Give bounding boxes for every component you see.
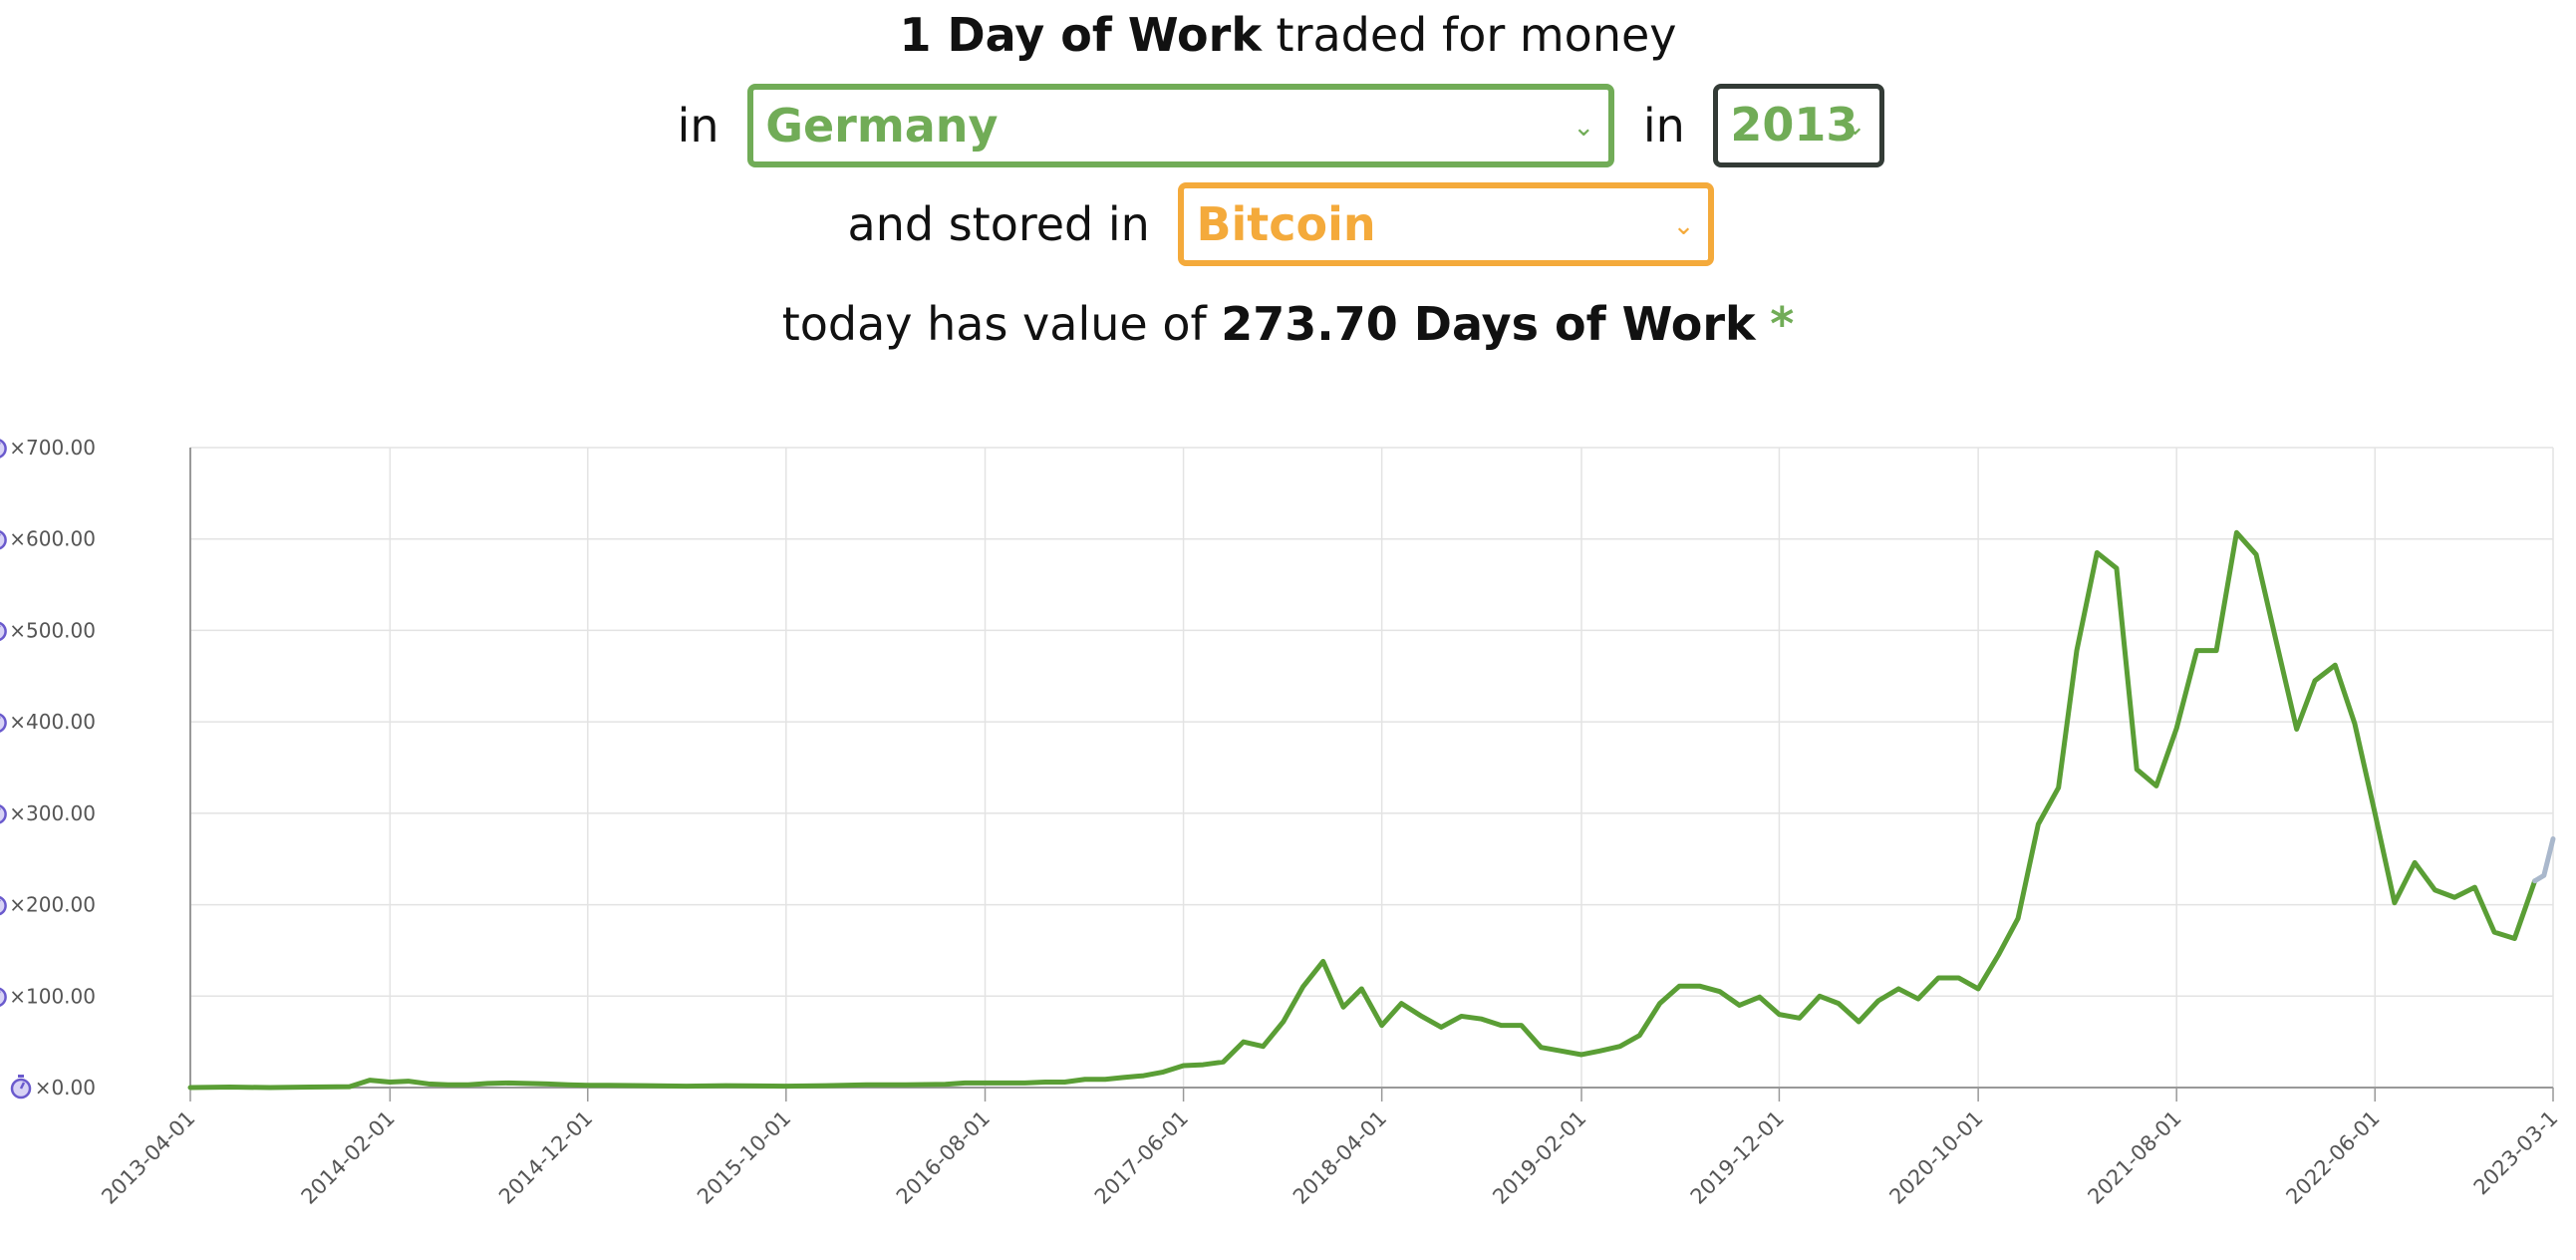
chevron-down-icon: ⌄ [1573, 113, 1595, 143]
year-select[interactable]: 2013 ⌄ [1713, 84, 1885, 167]
chevron-down-icon: ⌄ [1844, 112, 1866, 142]
y-tick-label: ×400.00 [9, 710, 96, 734]
x-tick-label: 2013-04-01 [97, 1106, 199, 1209]
series-line-main [187, 529, 2538, 1091]
stopwatch-icon [0, 621, 7, 642]
line-chart: ×0.00 ×100.00 ×200.00 ×300.00 ×400.00 ×500.00… [0, 436, 2563, 1209]
stored-label: and stored in [847, 197, 1150, 251]
stopwatch-icon [0, 987, 7, 1007]
footnote-asterisk[interactable]: * [1770, 297, 1795, 351]
stopwatch-icon [0, 713, 7, 733]
store-select[interactable]: Bitcoin ⌄ [1178, 182, 1715, 266]
x-tick-label: 2016-08-01 [892, 1106, 995, 1209]
stopwatch-icon [10, 1075, 32, 1100]
headline-amount: 1 Day of Work [899, 8, 1262, 62]
country-select-value: Germany [765, 99, 999, 153]
x-axis-ticks: 2013-04-01 2014-02-01 2014-12-01 2015-10-01… [97, 1088, 2563, 1209]
y-tick-label: ×200.00 [9, 893, 96, 917]
x-tick-label: 2014-02-01 [297, 1106, 400, 1209]
y-tick-label: ×600.00 [9, 527, 96, 551]
y-tick-label: ×300.00 [9, 801, 96, 825]
stopwatch-icon [0, 895, 7, 916]
country-year-row: in Germany ⌄ in 2013 ⌄ [0, 84, 2576, 167]
result-line: today has value of 273.70 Days of Work * [0, 289, 2576, 359]
x-tick-label: 2023-03-1 [2469, 1106, 2563, 1200]
headline: 1 Day of Work traded for money [0, 0, 2576, 70]
x-tick-label: 2021-08-01 [2083, 1106, 2185, 1209]
store-select-value: Bitcoin [1196, 197, 1376, 251]
year-select-value: 2013 [1730, 98, 1859, 152]
x-tick-label: 2020-10-01 [1884, 1106, 1987, 1209]
store-row: and stored in Bitcoin ⌄ [0, 182, 2576, 266]
stopwatch-icon [0, 530, 7, 550]
x-tick-label: 2019-02-01 [1488, 1106, 1590, 1209]
y-tick-label: ×100.00 [9, 984, 96, 1008]
stopwatch-icon [0, 439, 7, 459]
stopwatch-icon [0, 804, 7, 824]
series-line-projection [2532, 836, 2556, 884]
x-tick-label: 2022-06-01 [2282, 1106, 2385, 1209]
x-tick-label: 2019-12-01 [1686, 1106, 1789, 1209]
in-label: in [677, 99, 719, 153]
y-tick-label: ×0.00 [35, 1076, 96, 1100]
y-tick-label: ×500.00 [9, 618, 96, 642]
chart-axes [189, 448, 2553, 1089]
x-tick-label: 2014-12-01 [494, 1106, 597, 1209]
x-tick-label: 2018-04-01 [1288, 1106, 1391, 1209]
result-value: 273.70 Days of Work [1221, 297, 1756, 351]
chart-series [187, 529, 2556, 1091]
x-tick-label: 2017-06-01 [1090, 1106, 1193, 1209]
y-axis-ticks: ×0.00 ×100.00 ×200.00 ×300.00 ×400.00 ×500.00… [0, 436, 96, 1100]
y-tick-label: ×700.00 [9, 436, 96, 460]
chevron-down-icon: ⌄ [1672, 211, 1695, 241]
calculator-header: 1 Day of Work traded for money in German… [0, 0, 2576, 359]
headline-rest: traded for money [1276, 8, 1677, 62]
in-label: in [1642, 99, 1685, 153]
country-select[interactable]: Germany ⌄ [747, 84, 1615, 167]
x-tick-label: 2015-10-01 [693, 1106, 795, 1209]
result-prefix: today has value of [781, 297, 1207, 351]
chart-grid [189, 447, 2554, 1089]
